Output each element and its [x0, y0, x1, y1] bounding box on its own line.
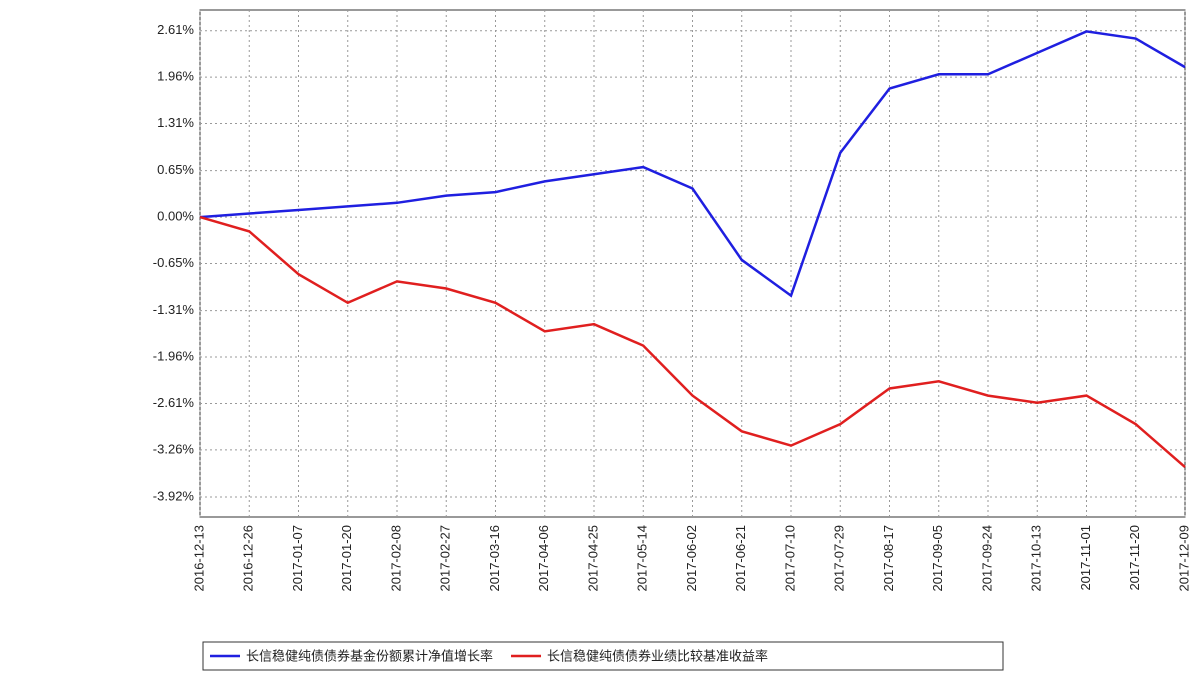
- legend-box: [202, 641, 1004, 671]
- legend-label: 长信稳健纯债债券业绩比较基准收益率: [547, 648, 768, 663]
- x-tick-label: 2017-04-25: [585, 525, 600, 592]
- x-tick-label: 2017-06-21: [733, 525, 748, 592]
- legend-label: 长信稳健纯债债券基金份额累计净值增长率: [246, 648, 493, 663]
- x-tick-label: 2017-10-13: [1029, 525, 1044, 592]
- x-tick-label: 2017-07-29: [832, 525, 847, 592]
- x-tick-label: 2017-04-06: [536, 525, 551, 592]
- x-tick-label: 2017-01-20: [339, 525, 354, 592]
- y-tick-label: -1.96%: [153, 348, 195, 363]
- x-tick-label: 2017-06-02: [684, 525, 699, 592]
- x-tick-label: 2017-07-10: [782, 525, 797, 592]
- x-tick-label: 2016-12-26: [241, 525, 256, 592]
- x-tick-label: 2017-02-08: [388, 525, 403, 592]
- x-tick-label: 2017-05-14: [635, 525, 650, 592]
- x-tick-label: 2017-02-27: [438, 525, 453, 592]
- y-tick-label: 0.00%: [157, 209, 194, 224]
- x-tick-label: 2016-12-13: [191, 525, 206, 592]
- y-tick-label: 1.96%: [157, 69, 194, 84]
- x-tick-label: 2017-09-05: [930, 525, 945, 592]
- y-tick-label: -2.61%: [153, 395, 195, 410]
- x-tick-label: 2017-12-09: [1176, 525, 1191, 592]
- x-tick-label: 2017-11-20: [1127, 525, 1142, 591]
- x-tick-label: 2017-11-01: [1078, 525, 1093, 591]
- y-tick-label: 0.65%: [157, 162, 194, 177]
- y-tick-label: -1.31%: [153, 302, 195, 317]
- y-tick-label: 2.61%: [157, 22, 194, 37]
- series-line: [199, 215, 1186, 468]
- y-tick-label: 1.31%: [157, 115, 194, 130]
- x-tick-label: 2017-01-07: [290, 525, 305, 592]
- x-tick-label: 2017-03-16: [487, 525, 502, 592]
- y-tick-label: -3.26%: [153, 441, 195, 456]
- y-tick-label: -3.92%: [153, 488, 195, 503]
- y-tick-label: -0.65%: [153, 255, 195, 270]
- x-tick-label: 2017-09-24: [979, 525, 994, 592]
- x-tick-label: 2017-08-17: [881, 525, 896, 592]
- series-line: [199, 30, 1186, 298]
